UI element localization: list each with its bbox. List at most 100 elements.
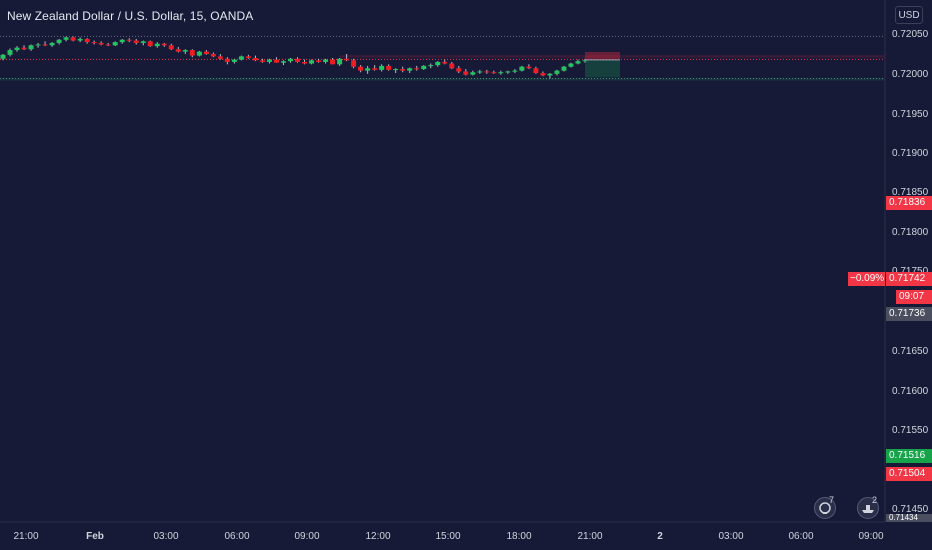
candle-body xyxy=(484,71,490,73)
candle-body xyxy=(561,66,567,71)
current-price-tag: 0.71742 xyxy=(886,272,932,286)
bottom-price-tag: 0.71434 xyxy=(886,514,932,522)
candle-body xyxy=(554,70,560,74)
candle-body xyxy=(386,65,392,70)
candle-body xyxy=(456,68,462,72)
time-label: 06:00 xyxy=(224,531,250,542)
candle-body xyxy=(344,58,350,61)
candle-body xyxy=(323,59,329,62)
candle-body xyxy=(414,68,420,70)
candle-body xyxy=(231,59,237,62)
candle-body xyxy=(421,65,427,70)
candle-body xyxy=(154,43,160,47)
candle-body xyxy=(519,66,525,71)
candle-body xyxy=(196,51,202,56)
candle-body xyxy=(63,37,69,40)
candle-body xyxy=(302,61,308,64)
price-tick: 0.71800 xyxy=(892,227,929,238)
candle-body xyxy=(175,49,181,52)
change-percent-tag: −0.09% xyxy=(848,272,885,286)
candle-body xyxy=(56,39,62,43)
candle-body xyxy=(330,59,336,65)
candle-body xyxy=(505,71,511,73)
candle-body xyxy=(266,59,272,62)
candle-body xyxy=(217,56,223,59)
candle-body xyxy=(477,71,483,73)
candle-body xyxy=(14,47,20,51)
position-reward-area xyxy=(585,59,620,78)
time-label: 12:00 xyxy=(365,531,391,542)
price-tick: 0.71900 xyxy=(892,148,929,159)
time-label: 09:00 xyxy=(858,531,884,542)
candle-body xyxy=(449,63,455,69)
alerts-badge[interactable] xyxy=(857,497,879,519)
time-label: 2 xyxy=(657,531,663,542)
support-zone xyxy=(0,77,885,81)
candle-body xyxy=(245,56,251,58)
candle-body xyxy=(533,68,539,74)
currency-button[interactable]: USD xyxy=(895,6,923,24)
candle-body xyxy=(540,73,546,76)
candle-body xyxy=(259,60,265,62)
candle-body xyxy=(238,56,244,60)
candle-body xyxy=(7,50,13,55)
candle-body xyxy=(407,68,413,71)
entry-price-tag: 0.71736 xyxy=(886,307,932,321)
candle-body xyxy=(49,42,55,46)
candle-body xyxy=(547,73,553,76)
time-label: 21:00 xyxy=(577,531,603,542)
candle-body xyxy=(0,54,6,59)
candle-body xyxy=(21,47,27,50)
candle-body xyxy=(498,72,504,74)
candle-body xyxy=(140,41,146,43)
candle-body xyxy=(91,42,97,44)
candle-body xyxy=(35,44,41,46)
candle-body xyxy=(119,39,125,43)
price-tick: 0.71550 xyxy=(892,425,929,436)
lightbulb-icon xyxy=(819,502,831,514)
stop-price-tag: 0.71516 xyxy=(886,449,932,463)
time-label: 15:00 xyxy=(435,531,461,542)
candle-body xyxy=(512,70,518,72)
price-axis-panel[interactable] xyxy=(885,0,932,522)
price-tick: 0.72050 xyxy=(892,29,929,40)
candles-layer xyxy=(0,36,588,79)
time-axis-panel[interactable] xyxy=(0,522,932,550)
time-label: 03:00 xyxy=(153,531,179,542)
time-label: Feb xyxy=(86,531,104,542)
short-position-tool[interactable] xyxy=(585,51,620,78)
price-tick: 0.71750 xyxy=(892,266,928,277)
candle-body xyxy=(273,59,279,63)
candle-body xyxy=(309,60,315,64)
candle-body xyxy=(295,58,301,62)
time-label: 21:00 xyxy=(13,531,39,542)
candle-body xyxy=(42,44,48,46)
price-tick: 0.71450 xyxy=(892,504,929,515)
candle-body xyxy=(470,72,476,75)
zones-layer xyxy=(0,55,885,81)
ideas-count: 7 xyxy=(829,495,835,505)
candle-body xyxy=(287,58,293,62)
candle-body xyxy=(105,44,111,46)
price-tick: 0.71600 xyxy=(892,386,929,397)
candle-body xyxy=(133,40,139,43)
candle-body xyxy=(189,50,195,56)
candle-body xyxy=(442,61,448,64)
candle-body xyxy=(280,61,286,63)
candle-body xyxy=(252,57,258,61)
candle-body xyxy=(70,37,76,41)
candle-body xyxy=(568,63,574,67)
horizontal-lines-layer xyxy=(0,35,885,80)
bar-countdown-tag: 09:07 xyxy=(896,290,932,304)
candle-body xyxy=(428,65,434,67)
price-tick: 0.72000 xyxy=(892,69,929,80)
time-label: 03:00 xyxy=(718,531,744,542)
candle-body xyxy=(168,45,174,50)
ideas-badge[interactable] xyxy=(814,497,836,519)
candle-body xyxy=(210,54,216,57)
time-label: 09:00 xyxy=(294,531,320,542)
candle-body xyxy=(575,61,581,64)
candle-body xyxy=(526,66,532,69)
